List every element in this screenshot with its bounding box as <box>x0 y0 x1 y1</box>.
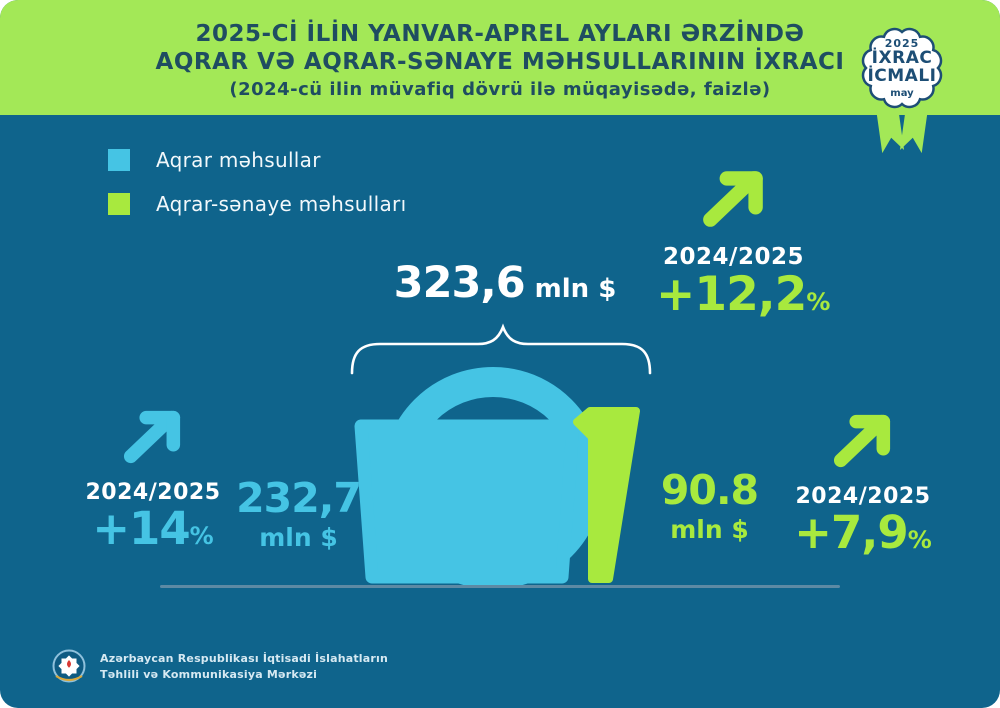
basket-slice-senaye <box>573 407 640 583</box>
badge-text: 2025 İXRAC İCMALI may <box>846 12 958 124</box>
badge-year: 2025 <box>884 37 920 51</box>
total-growth-pct-sign: % <box>806 288 831 316</box>
legend-swatch-agrar <box>108 149 130 171</box>
footer-org-line2: Təhlili və Kommunikasiya Mərkəzi <box>100 668 318 681</box>
footer-org-name: Azərbaycan Respublikası İqtisadi İslahat… <box>100 651 388 684</box>
legend-item-agrar: Aqrar məhsullar <box>108 148 406 172</box>
legend-item-senaye: Aqrar-sənaye məhsulları <box>108 192 406 216</box>
basket-body-agrar <box>354 419 580 584</box>
senaye-growth-number: +7,9 <box>794 506 908 559</box>
agrar-growth-value: +14% <box>83 505 223 552</box>
senaye-value-label: 90.8 mln $ <box>652 466 767 545</box>
baseline-rule <box>160 585 840 588</box>
state-emblem-icon <box>52 649 86 683</box>
senaye-growth-stat: 2024/2025 +7,9% <box>793 410 933 556</box>
footer-org-line1: Azərbaycan Respublikası İqtisadi İslahat… <box>100 651 389 665</box>
legend-label-senaye: Aqrar-sənaye məhsulları <box>156 192 407 216</box>
agrar-value-unit: mln $ <box>259 523 338 552</box>
agrar-value-label: 232,7 mln $ <box>236 474 362 553</box>
senaye-growth-pct-sign: % <box>907 526 932 554</box>
total-value-label: 323,6 mln $ <box>345 258 665 308</box>
header: 2025-Cİ İLİN YANVAR-APREL AYLARI ƏRZİNDƏ… <box>0 0 1000 115</box>
growth-arrow-total-icon <box>702 171 763 227</box>
brace-icon <box>350 323 652 375</box>
legend-swatch-senaye <box>108 193 130 215</box>
footer: Azərbaycan Respublikası İqtisadi İslahat… <box>48 646 388 688</box>
badge-month: may <box>890 87 914 99</box>
total-value-number: 323,6 <box>393 258 526 308</box>
senaye-growth-value: +7,9% <box>793 509 933 556</box>
report-badge: 2025 İXRAC İCMALI may <box>846 12 958 162</box>
agrar-growth-number: +14 <box>92 502 190 555</box>
page-title-line2: AQRAR VƏ AQRAR-SƏNAYE MƏHSULLARININ İXRA… <box>155 48 845 75</box>
senaye-value-number: 90.8 <box>660 466 759 514</box>
total-growth-number: +12,2 <box>656 267 807 322</box>
growth-arrow-agrar-icon <box>123 410 181 464</box>
total-growth-stat: 2024/2025 +12,2% <box>656 166 830 322</box>
agrar-growth-pct-sign: % <box>189 522 214 550</box>
total-value-unit: mln $ <box>534 274 617 304</box>
senaye-value-unit: mln $ <box>670 515 749 544</box>
badge-title-line1: İXRAC <box>871 48 933 69</box>
rosette-badge-icon <box>861 27 943 154</box>
total-growth-period: 2024/2025 <box>663 244 804 270</box>
page-subtitle: (2024-cü ilin müvafiq dövrü ilə müqayisə… <box>229 78 771 100</box>
senaye-growth-period: 2024/2025 <box>795 484 931 509</box>
total-growth-value: +12,2% <box>656 267 830 322</box>
legend-label-agrar: Aqrar məhsullar <box>156 148 321 172</box>
agrar-value-number: 232,7 <box>236 474 362 522</box>
basket-illustration <box>350 323 652 588</box>
agrar-growth-stat: 2024/2025 +14% <box>83 406 223 552</box>
growth-arrow-senaye-icon <box>833 414 891 468</box>
badge-title-line2: İCMALI <box>867 66 937 86</box>
legend: Aqrar məhsullar Aqrar-sənaye məhsulları <box>108 148 406 236</box>
page-title-line1: 2025-Cİ İLİN YANVAR-APREL AYLARI ƏRZİNDƏ <box>195 21 805 48</box>
agrar-growth-period: 2024/2025 <box>85 480 221 505</box>
